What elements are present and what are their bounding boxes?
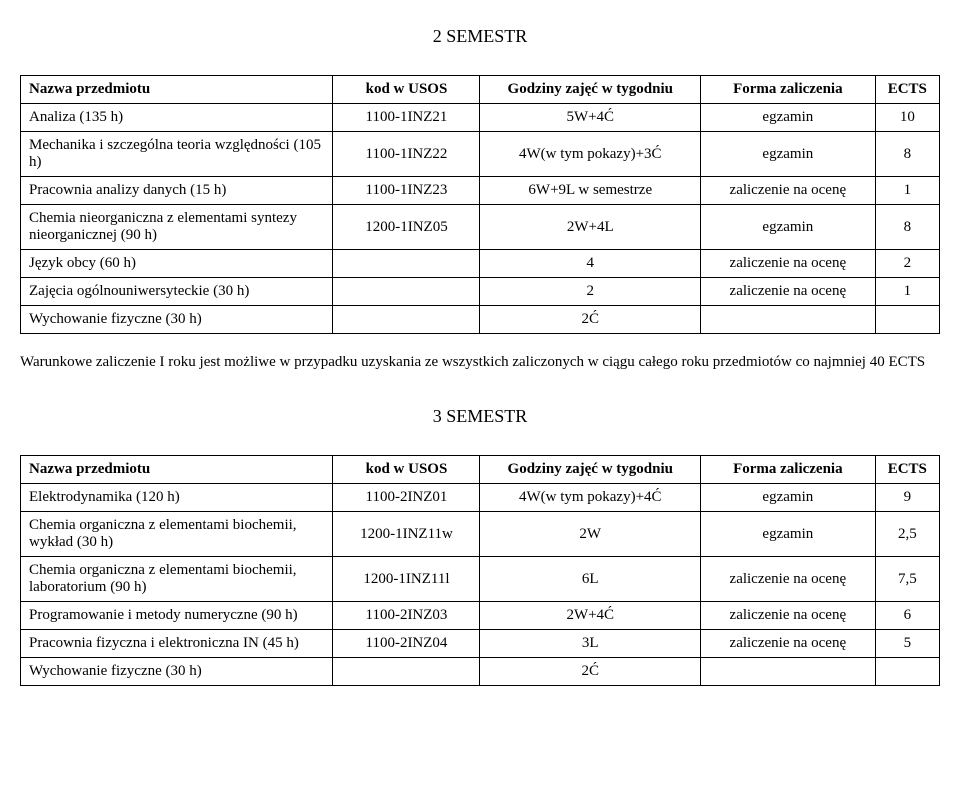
cell-hours: 4W(w tym pokazy)+3Ć <box>480 132 701 177</box>
cell-ects: 9 <box>875 484 939 512</box>
cell-hours: 6W+9L w semestrze <box>480 177 701 205</box>
cell-code: 1100-1INZ22 <box>333 132 480 177</box>
semester-2-table: Nazwa przedmiotu kod w USOS Godziny zaję… <box>20 75 940 334</box>
cell-code: 1100-1INZ21 <box>333 104 480 132</box>
cell-ects: 1 <box>875 278 939 306</box>
cell-name: Chemia organiczna z elementami biochemii… <box>21 557 333 602</box>
cell-ects <box>875 306 939 334</box>
cell-form: zaliczenie na ocenę <box>701 630 876 658</box>
cell-form: egzamin <box>701 512 876 557</box>
cell-name: Wychowanie fizyczne (30 h) <box>21 306 333 334</box>
cell-name: Język obcy (60 h) <box>21 250 333 278</box>
cell-ects: 8 <box>875 205 939 250</box>
table-row: Chemia nieorganiczna z elementami syntez… <box>21 205 940 250</box>
col-ects: ECTS <box>875 76 939 104</box>
cell-form: zaliczenie na ocenę <box>701 557 876 602</box>
table-row: Mechanika i szczególna teoria względnośc… <box>21 132 940 177</box>
semester-2-title: 2 SEMESTR <box>20 26 940 47</box>
cell-code <box>333 306 480 334</box>
table-row: Programowanie i metody numeryczne (90 h)… <box>21 602 940 630</box>
col-hours: Godziny zajęć w tygodniu <box>480 76 701 104</box>
cell-name: Mechanika i szczególna teoria względnośc… <box>21 132 333 177</box>
cell-code: 1100-2INZ03 <box>333 602 480 630</box>
cell-hours: 5W+4Ć <box>480 104 701 132</box>
cell-code <box>333 658 480 686</box>
cell-code: 1200-1INZ11w <box>333 512 480 557</box>
cell-form: egzamin <box>701 205 876 250</box>
semester-3-table: Nazwa przedmiotu kod w USOS Godziny zaję… <box>20 455 940 686</box>
cell-name: Elektrodynamika (120 h) <box>21 484 333 512</box>
cell-form: zaliczenie na ocenę <box>701 250 876 278</box>
cell-code: 1100-2INZ01 <box>333 484 480 512</box>
cell-ects: 2 <box>875 250 939 278</box>
cell-hours: 4W(w tym pokazy)+4Ć <box>480 484 701 512</box>
cell-name: Chemia nieorganiczna z elementami syntez… <box>21 205 333 250</box>
cell-name: Zajęcia ogólnouniwersyteckie (30 h) <box>21 278 333 306</box>
cell-ects: 2,5 <box>875 512 939 557</box>
col-hours: Godziny zajęć w tygodniu <box>480 456 701 484</box>
cell-form: zaliczenie na ocenę <box>701 278 876 306</box>
cell-hours: 2Ć <box>480 658 701 686</box>
cell-form: egzamin <box>701 132 876 177</box>
col-form: Forma zaliczenia <box>701 456 876 484</box>
cell-form: zaliczenie na ocenę <box>701 177 876 205</box>
cell-name: Programowanie i metody numeryczne (90 h) <box>21 602 333 630</box>
cell-hours: 2W <box>480 512 701 557</box>
cell-ects: 5 <box>875 630 939 658</box>
cell-ects: 7,5 <box>875 557 939 602</box>
col-code: kod w USOS <box>333 76 480 104</box>
cell-hours: 2W+4L <box>480 205 701 250</box>
table-header-row: Nazwa przedmiotu kod w USOS Godziny zaję… <box>21 76 940 104</box>
cell-code: 1200-1INZ11l <box>333 557 480 602</box>
cell-hours: 2Ć <box>480 306 701 334</box>
table-row: Język obcy (60 h) 4zaliczenie na ocenę2 <box>21 250 940 278</box>
semester-3-title: 3 SEMESTR <box>20 406 940 427</box>
table-row: Pracownia fizyczna i elektroniczna IN (4… <box>21 630 940 658</box>
cell-hours: 4 <box>480 250 701 278</box>
cell-code: 1100-1INZ23 <box>333 177 480 205</box>
cell-ects: 1 <box>875 177 939 205</box>
table-row: Chemia organiczna z elementami biochemii… <box>21 512 940 557</box>
table-row: Elektrodynamika (120 h)1100-2INZ014W(w t… <box>21 484 940 512</box>
cell-code: 1200-1INZ05 <box>333 205 480 250</box>
col-ects: ECTS <box>875 456 939 484</box>
cell-code <box>333 278 480 306</box>
table-row: Zajęcia ogólnouniwersyteckie (30 h) 2zali… <box>21 278 940 306</box>
cell-code: 1100-2INZ04 <box>333 630 480 658</box>
cell-form: egzamin <box>701 104 876 132</box>
cell-ects: 10 <box>875 104 939 132</box>
cell-form <box>701 306 876 334</box>
col-name: Nazwa przedmiotu <box>21 76 333 104</box>
cell-name: Pracownia fizyczna i elektroniczna IN (4… <box>21 630 333 658</box>
table-row: Wychowanie fizyczne (30 h) 2Ć <box>21 306 940 334</box>
cell-ects: 6 <box>875 602 939 630</box>
cell-code <box>333 250 480 278</box>
cell-name: Analiza (135 h) <box>21 104 333 132</box>
col-code: kod w USOS <box>333 456 480 484</box>
cell-form: zaliczenie na ocenę <box>701 602 876 630</box>
cell-ects: 8 <box>875 132 939 177</box>
cell-ects <box>875 658 939 686</box>
table-row: Analiza (135 h)1100-1INZ215W+4Ćegzamin10 <box>21 104 940 132</box>
table-row: Wychowanie fizyczne (30 h) 2Ć <box>21 658 940 686</box>
cell-name: Wychowanie fizyczne (30 h) <box>21 658 333 686</box>
table-header-row: Nazwa przedmiotu kod w USOS Godziny zaję… <box>21 456 940 484</box>
table-row: Chemia organiczna z elementami biochemii… <box>21 557 940 602</box>
cell-form: egzamin <box>701 484 876 512</box>
col-form: Forma zaliczenia <box>701 76 876 104</box>
col-name: Nazwa przedmiotu <box>21 456 333 484</box>
cell-hours: 6L <box>480 557 701 602</box>
cell-hours: 2W+4Ć <box>480 602 701 630</box>
table-row: Pracownia analizy danych (15 h)1100-1INZ… <box>21 177 940 205</box>
cell-name: Pracownia analizy danych (15 h) <box>21 177 333 205</box>
cell-form <box>701 658 876 686</box>
cell-name: Chemia organiczna z elementami biochemii… <box>21 512 333 557</box>
cell-hours: 2 <box>480 278 701 306</box>
note-text: Warunkowe zaliczenie I roku jest możliwe… <box>20 352 940 372</box>
cell-hours: 3L <box>480 630 701 658</box>
